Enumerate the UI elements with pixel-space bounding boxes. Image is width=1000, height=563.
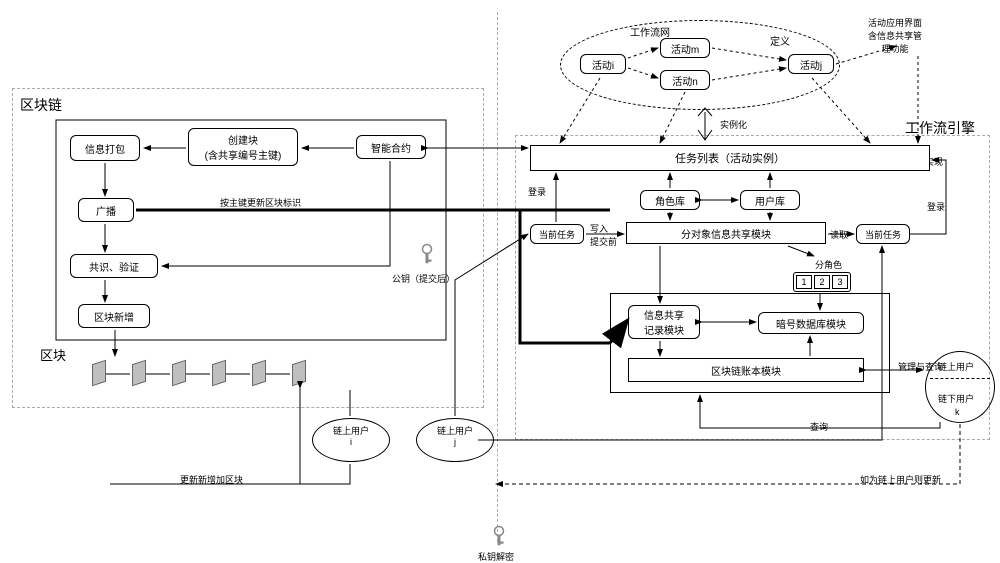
app-interface-label: 活动应用界面 含信息共享管 理功能: [850, 16, 940, 55]
activity-m-text: 活动m: [671, 41, 699, 56]
login-label-l: 登录: [528, 185, 546, 198]
write-before-label: 写入 提交前: [590, 222, 617, 248]
block-6: [292, 360, 306, 387]
isr-text: 信息共享 记录模块: [644, 307, 684, 337]
task-list: 任务列表（活动实例）: [530, 145, 930, 171]
role-slots: 1 2 3: [793, 272, 851, 292]
block-5: [252, 360, 266, 387]
block-1: [92, 360, 106, 387]
task-list-text: 任务列表（活动实例）: [675, 150, 785, 166]
obj-share-module: 分对象信息共享模块: [626, 222, 826, 244]
activity-n: 活动n: [660, 70, 710, 90]
block-3: [172, 360, 186, 387]
osm-text: 分对象信息共享模块: [681, 226, 771, 241]
cv-text: 共识、验证: [89, 259, 139, 274]
private-key-label: 私钥解密: [478, 550, 514, 563]
lm-text: 区块链账本模块: [711, 363, 781, 378]
login-label-r: 登录: [927, 200, 945, 213]
block-4: [212, 360, 226, 387]
by-pk-update-label: 按主键更新区块标识: [220, 196, 301, 209]
activity-j-text: 活动j: [800, 57, 822, 72]
private-key-icon: [490, 524, 508, 550]
public-key-label: 公钥（提交后）: [392, 272, 455, 285]
cipher-db-module: 暗号数据库模块: [758, 312, 864, 334]
consensus: 共识、验证: [70, 254, 158, 278]
query-label: 查询: [810, 420, 828, 433]
smart-contract: 智能合约: [356, 135, 426, 159]
bc-text: 广播: [96, 203, 116, 218]
block-2: [132, 360, 146, 387]
current-task-right: 当前任务: [856, 224, 910, 244]
block-group-label: 区块: [40, 345, 66, 364]
read-label: 读取: [830, 228, 848, 241]
ctr-text: 当前任务: [865, 228, 901, 241]
sub-role-label: 分角色: [815, 258, 842, 271]
ledger-module: 区块链账本模块: [628, 358, 864, 382]
role-2: 2: [814, 275, 830, 289]
onchain-user-j-label: 链上用户 j: [428, 424, 482, 447]
role-repo: 角色库: [640, 190, 700, 210]
broadcast: 广播: [78, 198, 134, 222]
ip-text: 信息打包: [85, 141, 125, 156]
activity-n-text: 活动n: [672, 73, 698, 88]
activity-i: 活动i: [580, 54, 626, 74]
activity-i-text: 活动i: [592, 57, 614, 72]
sc-text: 智能合约: [371, 140, 411, 155]
role-1: 1: [796, 275, 812, 289]
workflow-engine-title: 工作流引擎: [905, 118, 975, 138]
instantiate-label: 实例化: [720, 118, 747, 131]
if-onchain-update: 如为链上用户则更新: [860, 473, 941, 486]
definition-label: 定义: [770, 33, 790, 48]
blockchain-title: 区块链: [20, 95, 62, 115]
onchain-user-k: 链上用户: [938, 360, 974, 373]
info-pack: 信息打包: [70, 135, 140, 161]
ctl-text: 当前任务: [539, 228, 575, 241]
workflow-net-label: 工作流网: [630, 24, 670, 39]
cdb-text: 暗号数据库模块: [776, 316, 846, 331]
create-block: 创建块 (含共享编号主键): [188, 128, 298, 166]
center-divider: [497, 12, 498, 542]
activity-m: 活动m: [660, 38, 710, 58]
offchain-user-k: 链下用户: [938, 392, 974, 405]
activity-j: 活动j: [788, 54, 834, 74]
user-repo: 用户库: [740, 190, 800, 210]
info-share-record: 信息共享 记录模块: [628, 305, 700, 339]
public-key-icon: [418, 242, 436, 268]
user-repo-text: 用户库: [755, 193, 785, 208]
block-add: 区块新增: [78, 304, 150, 328]
cb-text: 创建块 (含共享编号主键): [205, 132, 282, 162]
role-3: 3: [832, 275, 848, 289]
update-new-block-label: 更新新增加区块: [180, 473, 243, 486]
onchain-user-i-label: 链上用户 i: [324, 424, 378, 447]
current-task-left: 当前任务: [530, 224, 584, 244]
role-repo-text: 角色库: [655, 193, 685, 208]
ba-text: 区块新增: [94, 309, 134, 324]
user-k-divider: [930, 378, 990, 379]
user-k-label: k: [955, 407, 960, 417]
right-region: [515, 135, 990, 440]
